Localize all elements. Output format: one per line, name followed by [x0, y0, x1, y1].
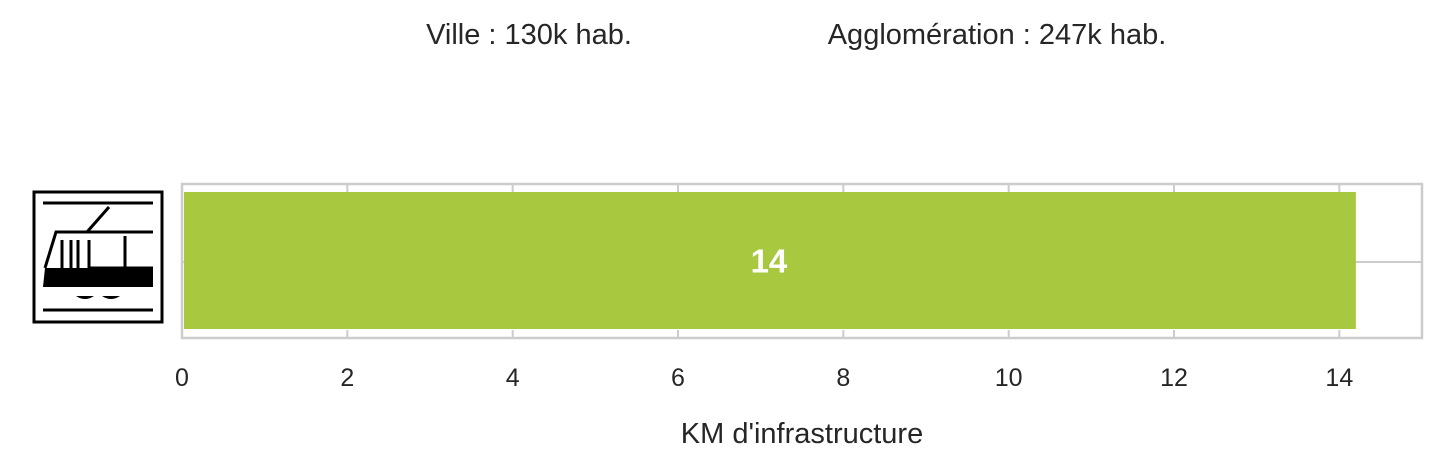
x-tick-label: 12 — [1160, 364, 1188, 392]
x-tick-label: 2 — [340, 364, 354, 392]
bars: 14 — [184, 192, 1356, 329]
x-tick-label: 4 — [506, 364, 520, 392]
bar-value-label: 14 — [751, 243, 788, 280]
x-tick-label: 6 — [671, 364, 685, 392]
plot-frame — [180, 182, 1424, 340]
city-population: Ville : 130k hab. — [426, 19, 632, 51]
bar — [184, 192, 1356, 329]
x-tick-label: 0 — [175, 364, 189, 392]
x-axis-ticks: 0 2 4 6 8 10 12 14 — [175, 364, 1353, 392]
x-tick-label: 14 — [1325, 364, 1353, 392]
agglomeration-population: Agglomération : 247k hab. — [828, 19, 1167, 51]
x-axis-title: KM d'infrastructure — [681, 418, 923, 450]
x-tick-label: 10 — [995, 364, 1023, 392]
tram-icon — [32, 190, 164, 324]
x-tick-label: 8 — [836, 364, 850, 392]
